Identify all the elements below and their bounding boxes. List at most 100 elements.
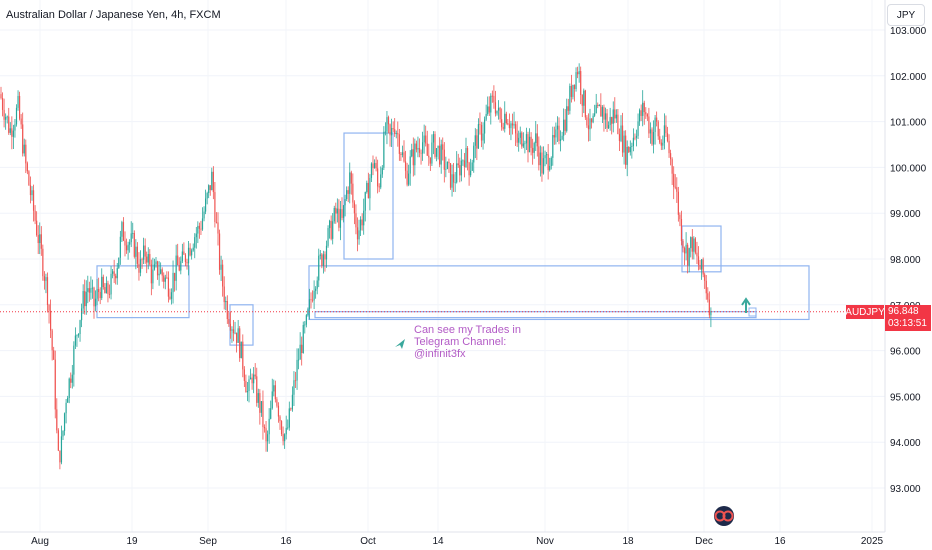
candle-body (74, 335, 76, 346)
candle-body (22, 124, 24, 154)
candle-body (584, 90, 586, 118)
candle-body (59, 450, 61, 463)
candle-body (290, 408, 292, 410)
candle-body (454, 182, 456, 184)
candle-body (663, 125, 665, 143)
candle-body (566, 106, 568, 131)
candle-body (307, 309, 309, 316)
candle-body (477, 124, 479, 149)
candle-body (446, 161, 448, 169)
tradingview-logo-icon[interactable] (712, 505, 736, 527)
telegram-arrow-icon (395, 339, 405, 349)
candle-body (243, 369, 245, 381)
candle-body (493, 95, 495, 103)
candle-body (420, 152, 422, 154)
candle-body (428, 155, 430, 158)
candle-body (422, 142, 424, 154)
candle-body (20, 118, 22, 125)
candle-body (445, 168, 447, 170)
candle-body (311, 299, 314, 301)
candle-body (242, 341, 244, 370)
candle-body (191, 250, 193, 256)
candle-body (387, 117, 390, 125)
zone-thin[interactable] (314, 311, 757, 319)
candle-body (85, 291, 87, 307)
y-tick-label: 96.000 (890, 347, 921, 358)
candle-body (0, 94, 2, 99)
candle-body (418, 147, 421, 153)
candle-body (457, 163, 459, 166)
candle-body (12, 130, 14, 137)
candle-body (67, 397, 69, 403)
candle-body (205, 198, 207, 212)
candle-body (542, 158, 545, 174)
candle-body (682, 241, 684, 249)
candle-body (287, 427, 289, 429)
candle-body (339, 209, 342, 228)
candle-body (581, 94, 583, 106)
candle-body (23, 144, 25, 154)
candle-body (525, 134, 528, 144)
candle-body (251, 377, 253, 384)
candle-body (471, 162, 473, 171)
candle-body (367, 182, 369, 199)
zone-late-sep[interactable] (343, 132, 394, 260)
candle-body (549, 166, 551, 171)
candle-body (265, 428, 267, 442)
candle-body (406, 170, 408, 185)
candle-body (200, 228, 202, 230)
candle-body (51, 330, 53, 351)
price-cursor-marker (748, 307, 757, 317)
candle-body (411, 149, 413, 157)
candle-body (271, 391, 273, 409)
candle-body (99, 292, 101, 299)
candle-body (6, 116, 8, 118)
candle-body (442, 144, 444, 150)
candle-body (552, 135, 554, 158)
currency-button[interactable]: JPY (887, 4, 925, 26)
candle-body (575, 72, 577, 89)
candle-body (267, 434, 269, 442)
candle-body (249, 377, 252, 380)
y-tick-label: 98.000 (890, 255, 921, 266)
candle-body (631, 146, 633, 147)
x-axis: Aug 19 Sep 16 Oct 14 Nov 18 Dec 16 2025 (0, 531, 885, 547)
candle-body (70, 378, 72, 383)
candle-body (203, 211, 205, 219)
candle-body (443, 149, 445, 170)
candle-body (102, 276, 104, 288)
candle-body (139, 259, 142, 273)
candle-body (516, 133, 518, 143)
candle-body (642, 102, 644, 116)
candle-body (223, 286, 225, 303)
candle-body (479, 124, 481, 125)
candle-body (105, 283, 107, 294)
candle-body (377, 168, 379, 187)
candle-body (386, 117, 388, 132)
candle-body (197, 225, 199, 234)
candle-body (369, 177, 371, 199)
zone-wide[interactable] (308, 265, 810, 321)
candle-body (8, 116, 10, 133)
candle-body (668, 140, 670, 154)
candle-body (45, 277, 47, 281)
candle-body (621, 125, 624, 153)
candle-body (618, 134, 621, 141)
candle-body (329, 220, 331, 229)
candle-body (558, 125, 560, 141)
candle-body (316, 280, 318, 289)
candle-body (335, 207, 337, 214)
candle-body (112, 271, 114, 274)
candle-body (688, 248, 690, 266)
candle-body (19, 95, 21, 119)
candle-body (68, 378, 70, 398)
candle-body (381, 167, 383, 175)
candle-body (494, 102, 497, 114)
x-tick-label: Sep (199, 536, 217, 547)
candle-body (527, 134, 529, 153)
note-line: @infinit3fx (414, 348, 466, 360)
candle-body (635, 135, 638, 138)
candle-body (342, 205, 345, 218)
candle-body (325, 245, 328, 260)
